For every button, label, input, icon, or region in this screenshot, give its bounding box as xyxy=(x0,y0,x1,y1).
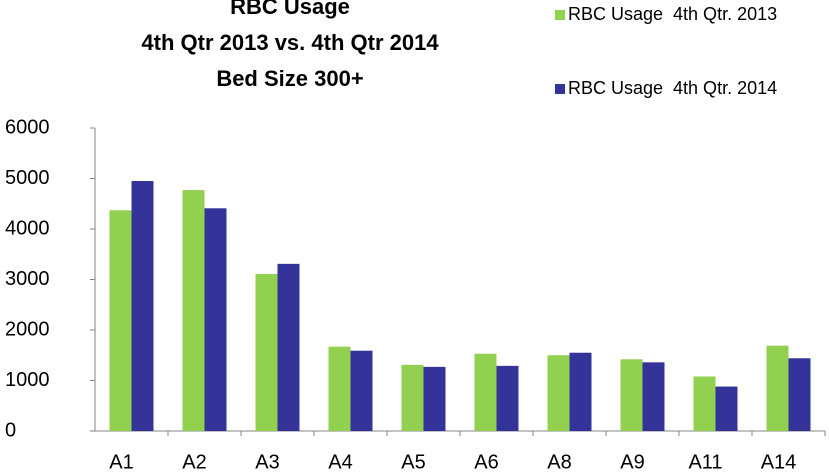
x-tick-label: A3 xyxy=(255,451,279,473)
legend-label: RBC Usage 4th Qtr. 2013 xyxy=(568,4,778,24)
bar xyxy=(328,346,351,431)
chart-title: Bed Size 300+ xyxy=(216,66,363,91)
y-tick-label: 2000 xyxy=(5,318,50,340)
x-tick-label: A14 xyxy=(761,451,797,473)
bar xyxy=(693,376,716,431)
chart-title: 4th Qtr 2013 vs. 4th Qtr 2014 xyxy=(141,30,439,55)
x-tick-label: A2 xyxy=(182,451,206,473)
legend-label: RBC Usage 4th Qtr. 2014 xyxy=(568,78,778,98)
bar xyxy=(423,366,446,431)
x-tick-label: A11 xyxy=(688,451,722,473)
x-tick-label: A1 xyxy=(109,451,133,473)
bar xyxy=(642,362,665,431)
bar xyxy=(350,350,373,431)
x-tick-label: A4 xyxy=(328,451,352,473)
x-tick-label: A6 xyxy=(474,451,498,473)
bar xyxy=(715,386,738,431)
x-tick-label: A5 xyxy=(401,451,425,473)
x-tick-label: A8 xyxy=(547,451,571,473)
legend-swatch xyxy=(555,84,565,94)
bar xyxy=(474,353,497,431)
bar xyxy=(496,365,519,431)
bar xyxy=(788,358,811,431)
bar xyxy=(109,210,132,431)
y-tick-label: 5000 xyxy=(5,167,50,189)
bar xyxy=(569,352,592,431)
bar xyxy=(547,355,570,431)
legend-item: RBC Usage 4th Qtr. 2014 xyxy=(555,76,805,100)
legend-item: RBC Usage 4th Qtr. 2013 xyxy=(555,2,805,26)
bar xyxy=(182,190,205,431)
y-tick-label: 3000 xyxy=(5,268,50,290)
x-tick-label: A9 xyxy=(620,451,644,473)
y-tick-label: 0 xyxy=(5,419,16,441)
bar xyxy=(204,208,227,431)
bar xyxy=(277,263,300,431)
y-tick-label: 4000 xyxy=(5,217,50,239)
bar xyxy=(766,345,789,431)
bar xyxy=(620,359,643,431)
chart-title: RBC Usage xyxy=(230,0,350,19)
bar xyxy=(401,364,424,431)
y-tick-label: 1000 xyxy=(5,369,50,391)
y-tick-label: 6000 xyxy=(5,116,50,138)
bar xyxy=(131,181,154,431)
legend-swatch xyxy=(555,10,565,20)
bar xyxy=(255,273,278,431)
